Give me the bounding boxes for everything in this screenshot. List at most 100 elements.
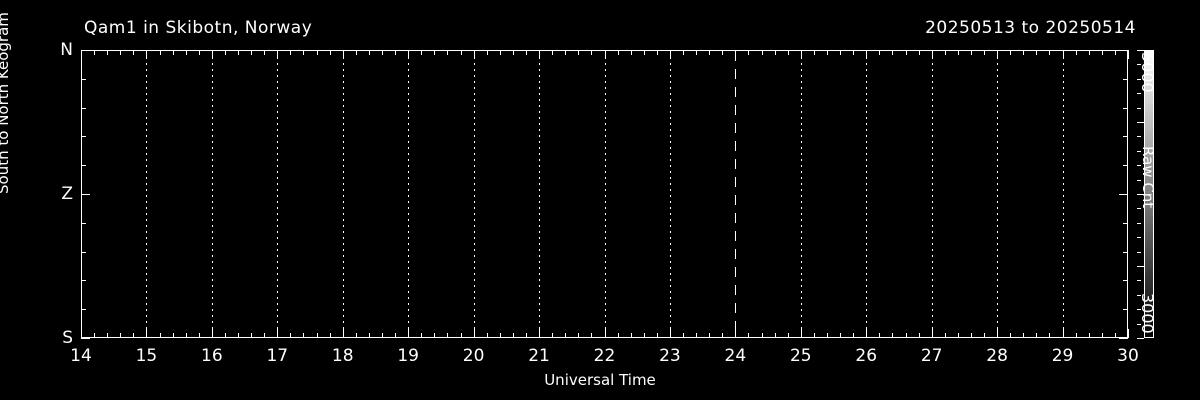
gridline-vertical: [473, 51, 475, 337]
y-axis-major-tick: [1119, 338, 1128, 339]
x-axis-minor-tick: [774, 50, 776, 55]
x-axis-minor-tick: [224, 50, 226, 55]
x-axis-minor-tick: [290, 50, 292, 55]
x-axis-minor-tick: [355, 50, 357, 55]
y-axis-minor-tick: [1123, 136, 1128, 138]
gridline-day-boundary: [735, 51, 737, 337]
colorbar-gradient: [1145, 51, 1153, 337]
x-axis-minor-tick: [853, 333, 855, 338]
x-axis-minor-tick: [1088, 50, 1090, 55]
x-axis-minor-tick: [1101, 333, 1103, 338]
x-axis-minor-tick: [368, 50, 370, 55]
x-axis-minor-tick: [709, 50, 711, 55]
colorbar-tick: [1137, 165, 1141, 167]
x-axis-minor-tick: [94, 333, 96, 338]
y-axis-minor-tick: [81, 136, 86, 138]
colorbar-tick: [1137, 294, 1141, 296]
x-axis-minor-tick: [172, 50, 174, 55]
x-axis-major-tick: [669, 50, 671, 59]
x-axis-minor-tick: [512, 333, 514, 338]
x-axis-minor-tick: [722, 50, 724, 55]
colorbar-tick: [1137, 136, 1141, 138]
x-axis-tick-label: 16: [201, 346, 223, 366]
x-axis-minor-tick: [486, 50, 488, 55]
x-axis-major-tick: [146, 329, 148, 338]
x-axis-minor-tick: [774, 333, 776, 338]
x-axis-major-tick: [1062, 50, 1064, 59]
x-axis-tick-label: 21: [528, 346, 550, 366]
x-axis-tick-label: 26: [855, 346, 878, 366]
x-axis-major-tick: [408, 50, 410, 59]
gridline-vertical: [604, 51, 606, 337]
x-axis-tick-label: 15: [135, 346, 158, 366]
x-axis-tick-label: 25: [789, 346, 812, 366]
y-axis-major-tick: [81, 50, 90, 51]
x-axis-minor-tick: [421, 50, 423, 55]
x-axis-minor-tick: [840, 50, 842, 55]
x-axis-minor-tick: [329, 333, 331, 338]
x-axis-minor-tick: [185, 50, 187, 55]
x-axis-minor-tick: [761, 333, 763, 338]
gridline-vertical: [408, 51, 410, 337]
x-axis-major-tick: [473, 329, 475, 338]
plot-date-range: 20250513 to 20250514: [925, 18, 1136, 38]
colorbar-tick: [1137, 107, 1141, 109]
gridline-vertical: [146, 51, 148, 337]
y-axis-minor-tick: [1123, 251, 1128, 253]
x-axis-minor-tick: [643, 333, 645, 338]
x-axis-minor-tick: [329, 50, 331, 55]
x-axis-tick-label: 20: [462, 346, 485, 366]
x-axis-major-tick: [735, 50, 737, 59]
plot-title: Qam1 in Skibotn, Norway: [84, 18, 313, 38]
x-axis-minor-tick: [264, 333, 266, 338]
y-axis-minor-tick: [1123, 280, 1128, 282]
y-axis-major-tick: [81, 194, 90, 195]
x-axis-minor-tick: [813, 50, 815, 55]
colorbar-min-label: 3000: [1138, 293, 1157, 334]
x-axis-minor-tick: [447, 333, 449, 338]
x-axis-tick-label: 22: [593, 346, 616, 366]
gridline-vertical: [539, 51, 541, 337]
colorbar-tick: [1137, 280, 1141, 282]
x-axis-minor-tick: [970, 50, 972, 55]
x-axis-minor-tick: [251, 333, 253, 338]
x-axis-minor-tick: [853, 50, 855, 55]
x-axis-minor-tick: [198, 333, 200, 338]
x-axis-minor-tick: [748, 50, 750, 55]
x-axis-minor-tick: [107, 333, 109, 338]
x-axis-minor-tick: [683, 50, 685, 55]
x-axis-minor-tick: [1114, 50, 1116, 55]
x-axis-tick-label: 23: [659, 346, 681, 366]
x-axis-minor-tick: [251, 50, 253, 55]
colorbar-tick: [1137, 222, 1141, 224]
x-axis-minor-tick: [264, 50, 266, 55]
x-axis-minor-tick: [395, 50, 397, 55]
x-axis-minor-tick: [552, 333, 554, 338]
colorbar-tick: [1137, 93, 1141, 95]
gridline-vertical: [800, 51, 802, 337]
colorbar-tick: [1137, 323, 1141, 325]
x-axis-minor-tick: [238, 50, 240, 55]
gridline-vertical: [669, 51, 671, 337]
colorbar-label: Raw Cnt: [1139, 146, 1157, 209]
x-axis-major-tick: [539, 50, 541, 59]
x-axis-minor-tick: [905, 50, 907, 55]
x-axis-minor-tick: [578, 333, 580, 338]
x-axis-major-tick: [604, 329, 606, 338]
colorbar-tick: [1137, 50, 1144, 51]
x-axis-minor-tick: [879, 333, 881, 338]
gridline-vertical: [997, 51, 999, 337]
y-axis-minor-tick: [81, 309, 86, 311]
x-axis-minor-tick: [434, 333, 436, 338]
x-axis-minor-tick: [94, 50, 96, 55]
colorbar-tick: [1137, 266, 1144, 267]
x-axis-major-tick: [277, 50, 279, 59]
x-axis-minor-tick: [499, 50, 501, 55]
x-axis-minor-tick: [159, 50, 161, 55]
x-axis-minor-tick: [696, 50, 698, 55]
y-axis-minor-tick: [1123, 107, 1128, 109]
x-axis-major-tick: [1128, 50, 1129, 59]
x-axis-tick-label: 24: [724, 346, 747, 366]
x-axis-minor-tick: [957, 50, 959, 55]
x-axis-minor-tick: [944, 333, 946, 338]
